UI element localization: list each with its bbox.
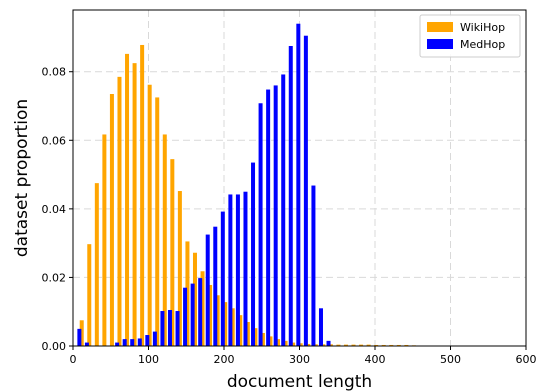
legend-swatch-medhop [427, 39, 453, 49]
x-tick-label: 200 [214, 353, 235, 366]
bar-wikihop [208, 284, 213, 346]
legend-swatch-wikihop [427, 22, 453, 32]
x-tick-label: 0 [70, 353, 77, 366]
bar-medhop [213, 226, 218, 346]
bar-medhop [160, 311, 165, 346]
bar-wikihop [223, 302, 228, 346]
bar-wikihop [125, 53, 130, 346]
bar-wikihop [215, 295, 220, 346]
y-tick-label: 0.02 [42, 271, 67, 284]
bar-medhop [235, 194, 240, 346]
bar-medhop [175, 311, 180, 346]
bar-medhop [266, 89, 271, 346]
bar-wikihop [389, 344, 394, 346]
y-tick-label: 0.08 [42, 66, 67, 79]
bar-wikihop [245, 322, 250, 346]
bar-wikihop [155, 97, 160, 347]
bar-wikihop [268, 336, 273, 346]
x-tick-label: 100 [138, 353, 159, 366]
bar-wikihop [238, 315, 243, 346]
bar-medhop [273, 85, 278, 347]
bar-medhop [288, 46, 293, 346]
bar-wikihop [328, 344, 333, 346]
bar-wikihop [87, 244, 92, 346]
bar-wikihop [298, 343, 303, 346]
x-axis-label: document length [227, 372, 372, 391]
bar-wikihop [336, 344, 341, 346]
bar-wikihop [291, 342, 296, 346]
legend-label-medhop: MedHop [460, 38, 505, 51]
bar-medhop [205, 234, 210, 346]
bar-medhop [152, 331, 157, 346]
bar-wikihop [192, 252, 197, 346]
x-tick-label: 600 [516, 353, 537, 366]
bar-medhop [198, 278, 203, 346]
bar-wikihop [359, 344, 364, 346]
bar-medhop [77, 328, 82, 346]
bar-medhop [318, 308, 323, 346]
series-wikihop [79, 44, 416, 347]
x-tick-label: 500 [440, 353, 461, 366]
bar-medhop [303, 35, 308, 347]
x-tick-label: 300 [289, 353, 310, 366]
bar-wikihop [177, 191, 182, 346]
bar-medhop [326, 340, 331, 346]
bar-wikihop [200, 271, 205, 346]
bar-medhop [84, 342, 89, 346]
bar-medhop [281, 74, 286, 347]
bar-medhop [145, 335, 150, 346]
bar-medhop [115, 342, 120, 346]
bar-wikihop [396, 344, 401, 346]
bar-wikihop [381, 344, 386, 346]
bar-medhop [296, 23, 301, 347]
bar-wikihop [117, 76, 122, 347]
y-tick-label: 0.06 [42, 134, 67, 147]
bar-medhop [251, 162, 256, 346]
bar-wikihop [374, 344, 379, 346]
bar-medhop [167, 310, 172, 346]
bar-wikihop [404, 344, 409, 346]
y-tick-label: 0.04 [42, 203, 67, 216]
bar-wikihop [230, 308, 235, 346]
bar-wikihop [276, 339, 281, 346]
bar-wikihop [147, 84, 152, 347]
bar-wikihop [321, 344, 326, 346]
bar-medhop [122, 339, 127, 346]
y-axis-label: dataset proportion [12, 99, 32, 257]
bar-wikihop [140, 44, 145, 346]
bar-medhop [243, 191, 248, 346]
bar-wikihop [109, 94, 114, 346]
bar-wikihop [162, 134, 167, 346]
bar-medhop [220, 211, 225, 346]
y-tick-label: 0.00 [42, 340, 67, 353]
bar-medhop [130, 339, 135, 346]
bar-medhop [137, 338, 142, 346]
bar-wikihop [313, 344, 318, 346]
x-tick-label: 400 [365, 353, 386, 366]
bar-wikihop [170, 159, 175, 346]
bar-wikihop [132, 63, 137, 346]
bar-wikihop [185, 241, 190, 346]
bar-wikihop [253, 328, 258, 346]
bar-wikihop [351, 344, 356, 346]
bar-medhop [183, 287, 188, 346]
bars [77, 23, 416, 347]
bar-wikihop [79, 320, 84, 346]
bar-medhop [228, 194, 233, 346]
legend: WikiHop MedHop [419, 14, 521, 58]
ticks: 0 100 200 300 400 500 600 0.00 0.02 0.04 0.06 0.08 [42, 66, 537, 366]
series-medhop [77, 23, 331, 347]
bar-medhop [258, 103, 263, 346]
bar-wikihop [366, 344, 371, 346]
bar-wikihop [343, 344, 348, 346]
bar-medhop [190, 283, 195, 346]
bar-wikihop [306, 343, 311, 346]
bar-wikihop [94, 183, 99, 346]
bar-wikihop [283, 340, 288, 346]
bar-medhop [311, 185, 316, 346]
legend-label-wikihop: WikiHop [460, 21, 505, 34]
bar-wikihop [260, 332, 265, 346]
bar-wikihop [102, 134, 107, 346]
